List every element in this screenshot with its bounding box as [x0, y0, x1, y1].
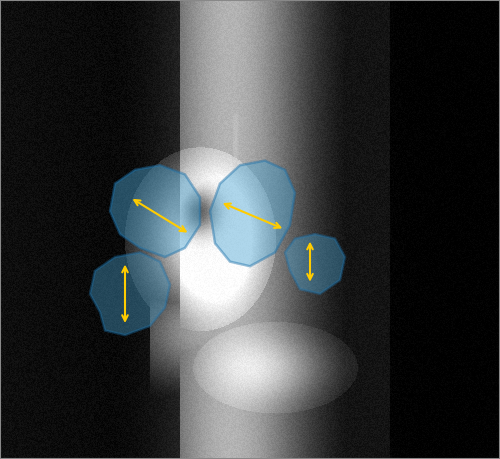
Polygon shape: [285, 234, 345, 294]
Polygon shape: [90, 252, 170, 335]
Polygon shape: [110, 165, 200, 257]
Polygon shape: [210, 161, 295, 266]
